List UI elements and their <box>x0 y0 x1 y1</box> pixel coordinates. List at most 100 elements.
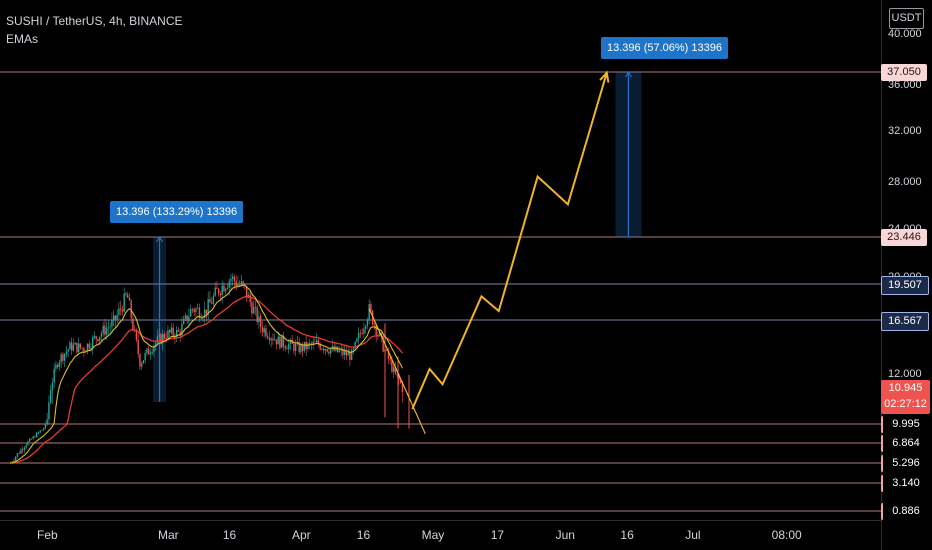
time-tick: Jun <box>555 528 575 542</box>
candle-body <box>51 382 54 391</box>
candle-body <box>357 333 360 339</box>
candle-body <box>32 436 34 439</box>
candle-body <box>312 341 314 345</box>
measure-arrowhead <box>156 235 164 243</box>
candle-body <box>251 302 253 314</box>
candle-body <box>287 343 290 350</box>
candle-body <box>81 347 83 349</box>
candle-body <box>279 336 281 348</box>
candle-body <box>147 348 150 355</box>
candle-body <box>63 353 66 361</box>
candle-body <box>42 428 45 430</box>
candle-body <box>41 429 43 431</box>
candle-body <box>154 342 157 347</box>
candle-body <box>104 325 106 335</box>
candle-body <box>105 328 108 335</box>
candle-body <box>272 338 274 341</box>
candle-body <box>111 319 113 327</box>
candle-body <box>391 360 393 372</box>
candle-body <box>307 343 309 350</box>
candle-body <box>102 325 104 334</box>
candle-body <box>163 333 166 339</box>
candle-body <box>259 316 262 328</box>
candle-body <box>9 462 12 464</box>
candle-body <box>168 330 171 333</box>
candle-body <box>88 343 90 349</box>
candle-body <box>300 344 302 353</box>
time-tick: 16 <box>222 528 237 542</box>
candle-body <box>375 325 377 336</box>
candle-body <box>184 315 187 320</box>
candle-body <box>221 285 223 296</box>
candle-body <box>340 349 342 351</box>
chart-legend: SUSHI / TetherUS, 4h, BINANCE EMAs <box>6 12 183 48</box>
candle-body <box>286 348 288 350</box>
level-price-label: 19.507 <box>881 275 929 295</box>
candle-body <box>79 343 82 348</box>
time-tick: Apr <box>291 528 311 542</box>
candle-body <box>303 341 306 351</box>
indicator-label[interactable]: EMAs <box>6 32 39 46</box>
candle-body <box>275 339 278 345</box>
candle-body <box>98 336 101 342</box>
current-price-label: 10.945 02:27:12 <box>881 380 930 414</box>
price-tick: 12.000 <box>888 368 922 380</box>
candle-body <box>165 338 167 340</box>
currency-selector[interactable]: USDT <box>889 8 924 29</box>
candle-body <box>338 350 341 352</box>
candle-body <box>370 304 372 311</box>
candle-body <box>224 288 227 292</box>
ema-fast-line <box>10 284 403 464</box>
candle-body <box>273 339 276 341</box>
candle-body <box>280 336 283 348</box>
time-tick: Jul <box>685 528 701 542</box>
candle-body <box>398 375 400 381</box>
candle-body <box>21 449 24 451</box>
candle-body <box>322 348 325 351</box>
candle-body <box>118 308 120 315</box>
candle-body <box>93 336 96 338</box>
candle-body <box>315 340 318 343</box>
candle-body <box>245 286 248 298</box>
price-axis-divider <box>881 0 882 550</box>
candle-body <box>200 318 202 319</box>
time-tick: 08:00 <box>771 528 802 542</box>
symbol-title[interactable]: SUSHI / TetherUS, 4h, BINANCE <box>6 14 183 28</box>
price-tick: 40.000 <box>888 28 922 40</box>
candle-body <box>97 339 99 342</box>
candle-body <box>177 329 180 332</box>
candle-body <box>135 329 138 340</box>
candle-body <box>382 336 384 352</box>
candle-body <box>151 351 153 353</box>
time-axis-divider <box>0 520 881 521</box>
candle-body <box>268 337 271 341</box>
candle-body <box>188 316 190 322</box>
candle-body <box>76 342 78 353</box>
candle-body <box>354 341 356 349</box>
candle-body <box>14 456 17 461</box>
candle-body <box>401 382 404 392</box>
candle-body <box>179 331 181 336</box>
time-tick: 17 <box>490 528 505 542</box>
candle-body <box>380 332 383 337</box>
candle-body <box>363 328 365 334</box>
candle-body <box>298 342 300 353</box>
candle-body <box>345 350 348 356</box>
candle-body <box>202 317 204 319</box>
candle-body <box>91 337 94 349</box>
candle-body <box>126 294 129 298</box>
candle-body <box>161 333 164 344</box>
level-price-label: 16.567 <box>881 311 929 331</box>
candle-body <box>198 307 201 319</box>
level-price-label: 23.446 <box>881 228 927 246</box>
candle-body <box>55 364 57 369</box>
candle-body <box>74 342 76 345</box>
candle-body <box>364 326 367 329</box>
candle-body <box>373 324 376 326</box>
candle-body <box>56 364 59 367</box>
candle-body <box>361 333 363 335</box>
candle-body <box>193 309 195 313</box>
level-price-label: 5.296 <box>881 454 929 472</box>
candle-body <box>266 336 269 338</box>
